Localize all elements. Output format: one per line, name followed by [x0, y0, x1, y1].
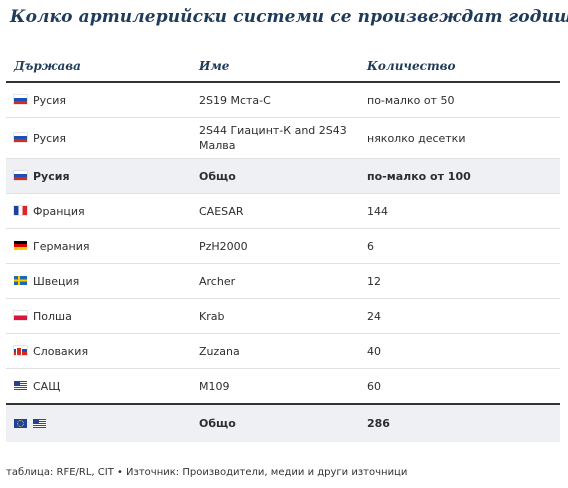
country-label: Франция	[33, 204, 85, 218]
table-row: Русия 2S44 Гиацинт-К and 2S43 Малва няко…	[6, 117, 560, 159]
quantity-cell: 144	[359, 193, 560, 229]
table-row: Полша Krab 24	[6, 298, 560, 334]
country-cell: Швеция	[6, 263, 191, 299]
name-cell: Archer	[191, 263, 359, 299]
table-row: Русия 2S19 Мста-С по-малко от 50	[6, 82, 560, 118]
subtotal-row: Русия Общо по-малко от 100	[6, 158, 560, 194]
table-header-row: Държава Име Количество	[6, 50, 560, 83]
artillery-table: Държава Име Количество Русия 2S19 Мста-С…	[6, 50, 560, 442]
country-cell: Франция	[6, 193, 191, 229]
name-cell: Krab	[191, 298, 359, 334]
slovakia-flag-icon	[14, 346, 27, 355]
quantity-cell: 40	[359, 333, 560, 369]
russia-flag-icon	[14, 95, 27, 104]
quantity-cell: 6	[359, 228, 560, 264]
name-cell: 2S19 Мста-С	[191, 82, 359, 118]
quantity-cell: 286	[359, 403, 560, 442]
quantity-cell: 24	[359, 298, 560, 334]
quantity-cell: по-малко от 100	[359, 158, 560, 194]
country-label: Германия	[33, 239, 90, 253]
quantity-cell: 60	[359, 368, 560, 405]
source-note: таблица: RFE/RL, CIT • Източник: Произво…	[6, 467, 408, 478]
name-cell: CAESAR	[191, 193, 359, 229]
country-cell: Русия	[6, 117, 191, 159]
page-title: Колко артилерийски системи се произвежда…	[10, 7, 568, 27]
table-row: Швеция Archer 12	[6, 263, 560, 299]
usa-flag-icon	[33, 418, 46, 428]
table-row: Словакия Zuzana 40	[6, 333, 560, 369]
usa-flag-icon	[14, 381, 27, 390]
eu-flag-icon	[14, 418, 27, 428]
table-row: Германия PzH2000 6	[6, 228, 560, 264]
country-label: Русия	[33, 93, 66, 107]
total-row: Общо 286	[6, 403, 560, 442]
country-cell: Русия	[6, 82, 191, 118]
quantity-cell: 12	[359, 263, 560, 299]
poland-flag-icon	[14, 311, 27, 320]
name-cell: M109	[191, 368, 359, 405]
country-cell: Русия	[6, 158, 191, 194]
france-flag-icon	[14, 206, 27, 215]
table-row: Франция CAESAR 144	[6, 193, 560, 229]
quantity-cell: по-малко от 50	[359, 82, 560, 118]
name-cell: Общо	[191, 403, 359, 442]
germany-flag-icon	[14, 241, 27, 250]
country-label: Русия	[33, 131, 66, 145]
column-header-quantity: Количество	[359, 50, 560, 83]
country-cell	[6, 403, 191, 442]
country-cell: Полша	[6, 298, 191, 334]
quantity-cell: няколко десетки	[359, 117, 560, 159]
name-cell: 2S44 Гиацинт-К and 2S43 Малва	[191, 117, 359, 159]
name-cell: Общо	[191, 158, 359, 194]
country-label: Русия	[33, 169, 70, 183]
column-header-name: Име	[191, 50, 359, 83]
column-header-country: Държава	[6, 50, 191, 83]
country-cell: САЩ	[6, 368, 191, 405]
country-cell: Германия	[6, 228, 191, 264]
name-cell: PzH2000	[191, 228, 359, 264]
country-label: Полша	[33, 309, 72, 323]
country-label: Швеция	[33, 274, 80, 288]
table-row: САЩ M109 60	[6, 368, 560, 405]
name-cell: Zuzana	[191, 333, 359, 369]
country-cell: Словакия	[6, 333, 191, 369]
sweden-flag-icon	[14, 276, 27, 285]
country-label: Словакия	[33, 344, 89, 358]
country-label: САЩ	[33, 379, 61, 393]
russia-flag-icon	[14, 133, 27, 142]
russia-flag-icon	[14, 171, 27, 180]
